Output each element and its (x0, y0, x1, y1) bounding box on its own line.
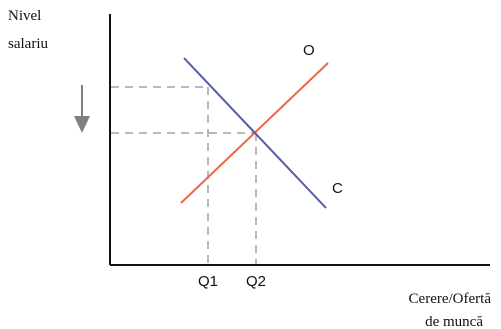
demand-curve-label: C (332, 180, 343, 197)
y-axis-label-line1: Nivel (8, 8, 41, 24)
tick-label-q2: Q2 (246, 273, 266, 290)
x-axis-label-line2: de muncă (425, 314, 483, 329)
y-axis-label-line2: salariu (8, 36, 48, 52)
x-axis-label-line1: Cerere/Ofertă (409, 291, 492, 307)
demand-curve (183, 57, 327, 209)
tick-label-q1: Q1 (198, 273, 218, 290)
arrow-down-icon (74, 85, 90, 133)
supply-curve-label: O (303, 42, 315, 59)
